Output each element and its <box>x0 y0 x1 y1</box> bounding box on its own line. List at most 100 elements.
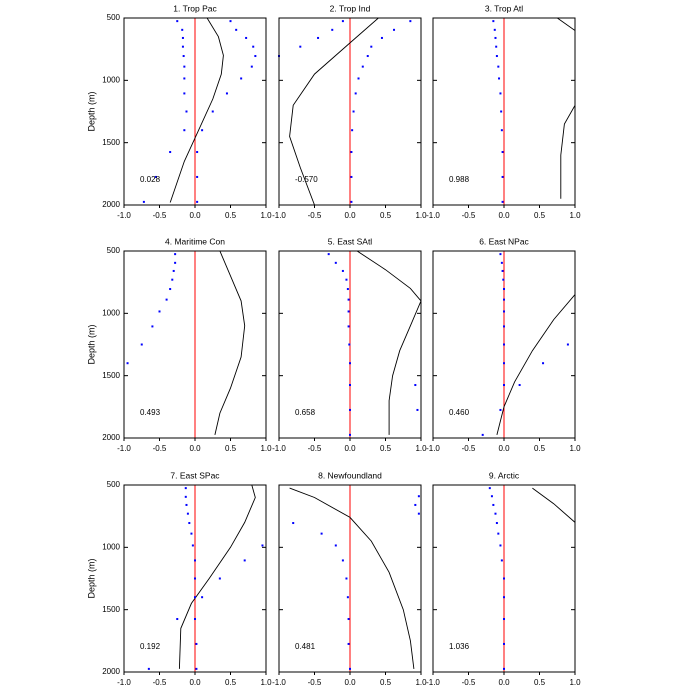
dot <box>348 343 351 346</box>
dot <box>317 36 320 39</box>
dot <box>502 278 505 281</box>
dot <box>154 175 157 178</box>
dot <box>240 77 243 80</box>
dot <box>414 384 417 387</box>
panel: 9. Arctic -1.0 -0.5 0.0 0.5 1.0 1.036 <box>426 470 581 687</box>
dot <box>320 532 323 535</box>
frame <box>123 484 267 673</box>
dot <box>492 503 495 506</box>
frame <box>432 484 576 673</box>
x-tick-label: 0.0 <box>344 444 356 453</box>
dot <box>341 269 344 272</box>
frame <box>278 250 422 439</box>
profile-line <box>169 18 224 203</box>
dot <box>327 253 330 256</box>
panel: 2. Trop Ind -1.0 -0.5 0.0 0.5 1.0 -0.570 <box>272 3 427 220</box>
y-tick-label: 1000 <box>102 75 120 84</box>
dot <box>501 269 504 272</box>
dot <box>490 495 493 498</box>
x-tick-label: -0.5 <box>153 444 167 453</box>
dot <box>345 577 348 580</box>
x-tick-label: 0.5 <box>380 444 392 453</box>
dot <box>183 65 186 68</box>
dot <box>196 151 199 154</box>
dot <box>169 151 172 154</box>
x-tick-label: -0.5 <box>308 444 322 453</box>
dot <box>169 288 172 291</box>
x-tick-label: -0.5 <box>153 678 167 687</box>
dot <box>500 129 503 132</box>
dot <box>351 129 354 132</box>
dot <box>501 200 504 203</box>
y-tick-label: 500 <box>107 246 121 255</box>
dot <box>331 28 334 31</box>
x-tick-label: 0.0 <box>344 678 356 687</box>
dot <box>495 55 498 58</box>
x-tick-label: 0.0 <box>189 678 201 687</box>
dot <box>254 55 257 58</box>
x-tick-label: 1.0 <box>569 211 581 220</box>
x-tick-label: 1.0 <box>260 678 272 687</box>
x-tick-label: 1.0 <box>415 444 427 453</box>
dot <box>140 343 143 346</box>
dot <box>341 20 344 23</box>
annotation: 1.036 <box>449 642 470 651</box>
dot <box>186 512 189 515</box>
dot <box>172 269 175 272</box>
x-tick-label: 0.0 <box>189 211 201 220</box>
x-tick-label: -0.5 <box>462 444 476 453</box>
dot <box>417 495 420 498</box>
profile-line <box>532 487 575 523</box>
dot <box>361 65 364 68</box>
frame <box>123 250 267 439</box>
dot <box>500 559 503 562</box>
dot <box>350 200 353 203</box>
dot <box>417 512 420 515</box>
panel: 4. Maritime Con 500 1000 1500 2000 -1.0 -0.5 0.… <box>86 236 272 453</box>
x-tick-label: 0.5 <box>225 211 237 220</box>
dot <box>165 298 168 301</box>
annotation: 0.658 <box>295 408 316 417</box>
x-tick-label: 0.0 <box>498 444 510 453</box>
dot <box>245 36 248 39</box>
dot <box>195 642 198 645</box>
dot <box>503 667 505 670</box>
x-tick-label: -1.0 <box>117 678 131 687</box>
dot <box>201 596 204 599</box>
x-tick-label: 0.5 <box>534 678 546 687</box>
dot <box>347 310 350 313</box>
annotation: -0.570 <box>295 175 318 184</box>
dot <box>229 20 232 23</box>
dot <box>142 200 145 203</box>
y-tick-label: 2000 <box>102 667 120 676</box>
dot <box>299 45 302 48</box>
y-tick-label: 1000 <box>102 542 120 551</box>
annotation: 0.493 <box>140 408 161 417</box>
dot <box>503 298 505 301</box>
dot <box>347 618 350 621</box>
dot <box>488 487 491 490</box>
dot <box>503 384 505 387</box>
dot <box>499 92 502 95</box>
y-axis-label: Depth (m) <box>86 324 96 364</box>
dot <box>481 433 484 436</box>
panel-title: 5. East SAtl <box>328 236 373 246</box>
dot <box>498 77 501 80</box>
x-tick-label: 0.5 <box>534 444 546 453</box>
x-tick-label: 1.0 <box>569 678 581 687</box>
annotation: 0.192 <box>140 642 161 651</box>
x-tick-label: -0.5 <box>153 211 167 220</box>
dot <box>182 55 185 58</box>
profile-line <box>214 251 246 436</box>
dot <box>243 559 246 562</box>
dot <box>183 129 186 132</box>
dot <box>503 596 505 599</box>
dot <box>185 503 188 506</box>
dot <box>542 362 545 365</box>
dot <box>503 288 505 291</box>
dot <box>194 559 196 562</box>
dot <box>352 110 355 113</box>
dot <box>347 298 350 301</box>
x-tick-label: -1.0 <box>117 444 131 453</box>
dot <box>501 151 504 154</box>
